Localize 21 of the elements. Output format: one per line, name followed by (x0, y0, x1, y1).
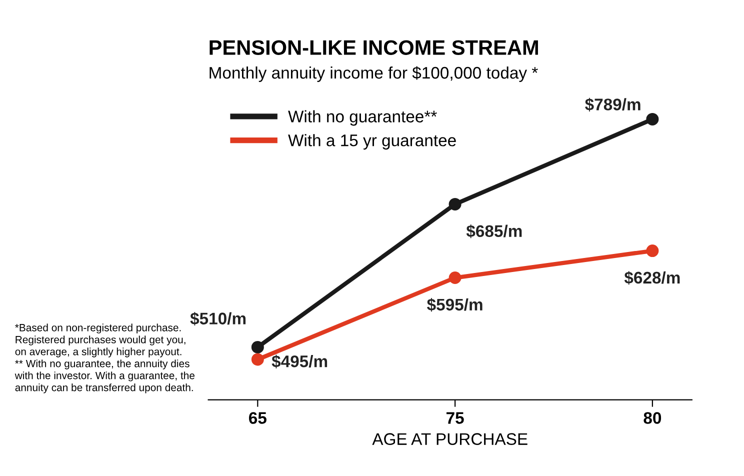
legend-label: With no guarantee** (288, 110, 437, 126)
point (251, 353, 264, 366)
chart-title: PENSION-LIKE INCOME STREAM (210, 40, 538, 55)
x-tick-label: 80 (644, 412, 662, 424)
point (448, 198, 462, 210)
data-label: $628/m (624, 271, 680, 285)
annotation: *Based on non-registered purchase. Registered purchases would get you, on average, a slightly higher payout. ** With no guarantee, the annuity dies with the investor. With a guarantee, the annuity can be transferred upon death. (14, 324, 194, 394)
legend-label: With a 15 yr guarantee (288, 134, 456, 150)
point (646, 244, 659, 258)
x-axis-title: AGE AT PURCHASE (372, 433, 528, 445)
x-tick-label: 65 (249, 412, 266, 424)
point (646, 112, 659, 126)
data-label: $510/m (190, 312, 246, 326)
data-label: $495/m (272, 354, 328, 368)
point (251, 340, 264, 354)
chart-subtitle: Monthly annuity income for $100,000 today * (210, 66, 538, 82)
data-label: $595/m (427, 298, 482, 312)
data-label: $685/m (466, 224, 522, 238)
data-label: $789/m (585, 98, 640, 112)
x-tick-label: 75 (446, 412, 464, 424)
point (448, 272, 462, 284)
